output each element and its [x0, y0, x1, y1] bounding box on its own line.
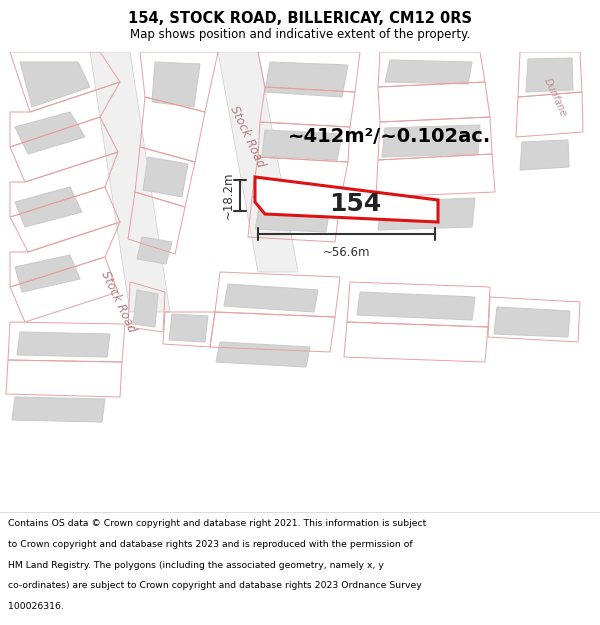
Polygon shape [520, 140, 569, 170]
Polygon shape [218, 52, 298, 272]
Text: Contains OS data © Crown copyright and database right 2021. This information is : Contains OS data © Crown copyright and d… [8, 519, 426, 528]
Text: 100026316.: 100026316. [8, 602, 64, 611]
Polygon shape [265, 62, 348, 97]
Polygon shape [216, 342, 310, 367]
Text: Map shows position and indicative extent of the property.: Map shows position and indicative extent… [130, 28, 470, 41]
Polygon shape [262, 130, 342, 160]
Polygon shape [526, 58, 573, 92]
Polygon shape [12, 397, 105, 422]
Polygon shape [255, 177, 438, 222]
Polygon shape [143, 157, 188, 197]
Text: ~412m²/~0.102ac.: ~412m²/~0.102ac. [289, 127, 491, 146]
Polygon shape [382, 125, 480, 157]
Text: Stock Road: Stock Road [227, 104, 267, 170]
Text: Stock Road: Stock Road [98, 269, 138, 335]
Text: ~18.2m: ~18.2m [222, 172, 235, 219]
Text: 154: 154 [329, 192, 381, 216]
Polygon shape [90, 52, 170, 312]
Polygon shape [15, 255, 80, 292]
Text: Dunfane: Dunfane [542, 76, 568, 118]
Polygon shape [385, 60, 472, 84]
Text: co-ordinates) are subject to Crown copyright and database rights 2023 Ordnance S: co-ordinates) are subject to Crown copyr… [8, 581, 422, 591]
Polygon shape [357, 292, 475, 320]
Polygon shape [224, 284, 318, 312]
Polygon shape [378, 198, 475, 230]
Polygon shape [15, 112, 85, 154]
Text: to Crown copyright and database rights 2023 and is reproduced with the permissio: to Crown copyright and database rights 2… [8, 539, 412, 549]
Polygon shape [15, 187, 82, 227]
Polygon shape [17, 332, 110, 357]
Text: HM Land Registry. The polygons (including the associated geometry, namely x, y: HM Land Registry. The polygons (includin… [8, 561, 383, 569]
Polygon shape [255, 204, 330, 232]
Polygon shape [494, 307, 570, 337]
Text: ~56.6m: ~56.6m [323, 246, 370, 259]
Polygon shape [169, 314, 208, 342]
Polygon shape [20, 62, 90, 107]
Polygon shape [137, 237, 172, 264]
Polygon shape [133, 290, 158, 327]
Text: 154, STOCK ROAD, BILLERICAY, CM12 0RS: 154, STOCK ROAD, BILLERICAY, CM12 0RS [128, 11, 472, 26]
Polygon shape [152, 62, 200, 107]
